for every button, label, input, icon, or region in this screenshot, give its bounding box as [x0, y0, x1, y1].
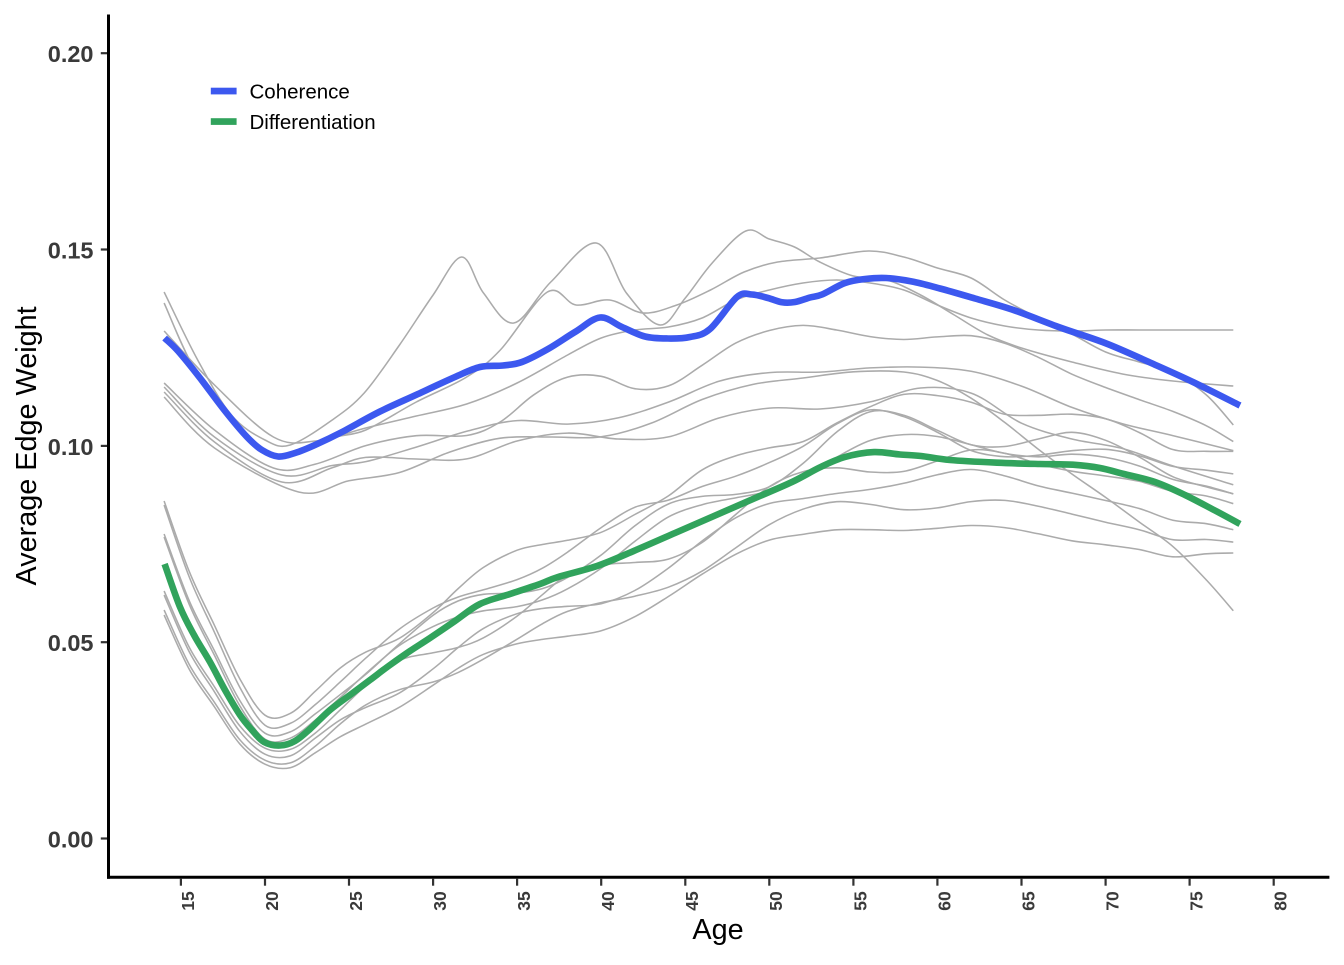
svg-text:0.10: 0.10	[48, 434, 94, 460]
svg-text:80: 80	[1271, 891, 1291, 911]
svg-text:Average Edge Weight: Average Edge Weight	[11, 306, 43, 585]
svg-text:Coherence: Coherence	[250, 80, 350, 103]
svg-text:0.00: 0.00	[48, 827, 94, 853]
svg-text:0.15: 0.15	[48, 238, 94, 264]
svg-text:0.20: 0.20	[48, 41, 94, 67]
svg-text:60: 60	[934, 891, 954, 911]
svg-text:0.05: 0.05	[48, 630, 94, 656]
svg-text:15: 15	[178, 891, 198, 911]
svg-text:55: 55	[850, 891, 870, 911]
svg-text:20: 20	[262, 891, 282, 911]
svg-text:75: 75	[1187, 891, 1207, 911]
svg-text:45: 45	[682, 891, 702, 911]
svg-text:35: 35	[514, 891, 534, 911]
svg-text:50: 50	[766, 891, 786, 911]
svg-text:30: 30	[430, 891, 450, 911]
svg-text:65: 65	[1018, 891, 1038, 911]
svg-text:25: 25	[346, 891, 366, 911]
svg-text:40: 40	[598, 891, 618, 911]
svg-text:Differentiation: Differentiation	[250, 111, 376, 134]
svg-text:70: 70	[1103, 891, 1123, 911]
svg-text:Age: Age	[692, 914, 743, 946]
